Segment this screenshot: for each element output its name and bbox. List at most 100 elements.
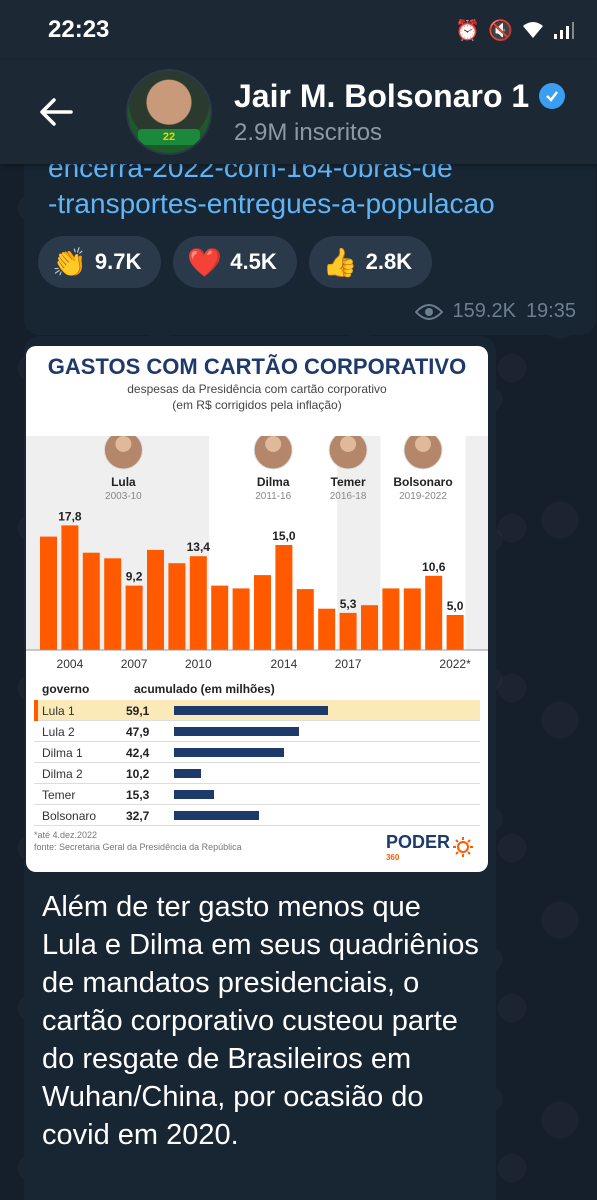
message-link-line-2[interactable]: -transportes-entregues-a-populacao bbox=[48, 188, 495, 219]
row-accumulated-value: 59,1 bbox=[126, 704, 150, 718]
reaction-clap[interactable]: 👏 9.7K bbox=[38, 236, 162, 288]
svg-text:Lula: Lula bbox=[111, 475, 136, 489]
svg-text:2011-16: 2011-16 bbox=[255, 491, 291, 502]
bar-2006 bbox=[104, 558, 122, 650]
bar-2019 bbox=[382, 588, 400, 650]
president-label-lula: Lula 2003-10 bbox=[103, 436, 143, 502]
table-row: Lula 2 47,9 bbox=[34, 721, 480, 742]
reaction-count: 4.5K bbox=[230, 249, 277, 274]
bar-2003 bbox=[40, 536, 57, 650]
bar-2018 bbox=[361, 605, 378, 650]
infographic-subtitle-1: despesas da Presidência com cartão corpo… bbox=[127, 382, 387, 396]
sun-logo-icon bbox=[453, 837, 473, 857]
thumbs-up-icon: 👍 bbox=[322, 246, 358, 278]
row-government-name: Bolsonaro bbox=[42, 809, 97, 823]
row-accumulated-value: 47,9 bbox=[126, 725, 150, 739]
footnote-date: *até 4.dez.2022 bbox=[34, 830, 98, 840]
row-bar bbox=[174, 769, 201, 778]
chat-header: 22 Jair M. Bolsonaro 1 2.9M inscritos bbox=[0, 60, 597, 164]
message-caption: Além de ter gasto menos que Lula e Dilma… bbox=[42, 891, 479, 1151]
bar-2020 bbox=[403, 588, 421, 650]
bar-2014 bbox=[275, 545, 293, 650]
bar-2007 bbox=[125, 585, 143, 650]
bar-2004 bbox=[61, 525, 79, 650]
bar-2013 bbox=[254, 575, 271, 650]
president-label-dilma: Dilma 2011-16 bbox=[253, 436, 293, 502]
bar-value-label-2010: 13,4 bbox=[187, 540, 211, 554]
bar-value-label-2007: 9,2 bbox=[126, 570, 143, 584]
svg-text:Bolsonaro: Bolsonaro bbox=[393, 475, 452, 489]
poder360-logo: PODER 360 bbox=[386, 832, 474, 862]
bar-value-label-2014: 15,0 bbox=[272, 529, 296, 543]
svg-text:2003-10: 2003-10 bbox=[105, 491, 142, 502]
back-arrow-icon bbox=[40, 98, 73, 126]
view-count: 159.2K bbox=[452, 300, 516, 322]
row-bar bbox=[174, 811, 260, 820]
reaction-heart[interactable]: ❤️ 4.5K bbox=[173, 236, 297, 288]
logo-subtext: 360 bbox=[385, 853, 400, 862]
wifi-icon bbox=[523, 22, 543, 38]
signal-icon bbox=[554, 22, 574, 39]
x-tick-label-2014: 2014 bbox=[271, 657, 298, 671]
row-bar bbox=[174, 748, 285, 757]
bar-2009 bbox=[168, 563, 186, 650]
back-button[interactable] bbox=[26, 82, 86, 142]
message-meta: 159.2K 19:35 bbox=[414, 300, 576, 323]
avatar-badge: 22 bbox=[138, 129, 200, 145]
table-row: Dilma 2 10,2 bbox=[34, 763, 480, 784]
row-bar bbox=[174, 706, 328, 715]
row-government-name: Dilma 1 bbox=[42, 746, 83, 760]
table-header-governo: governo bbox=[42, 682, 90, 696]
x-tick-label-2017: 2017 bbox=[335, 657, 362, 671]
x-tick-label-2007: 2007 bbox=[121, 657, 148, 671]
x-tick-label-2022: 2022* bbox=[439, 657, 471, 671]
logo-text: PODER bbox=[385, 832, 450, 852]
message-bubble-2: GASTOS COM CARTÃO CORPORATIVO despesas d… bbox=[24, 336, 496, 1200]
infographic-title: GASTOS COM CARTÃO CORPORATIVO bbox=[47, 354, 467, 379]
footnote-source: fonte: Secretaria Geral da Presidência d… bbox=[34, 842, 242, 852]
header-text[interactable]: Jair M. Bolsonaro 1 2.9M inscritos bbox=[234, 77, 566, 147]
infographic-subtitle-2: (em R$ corrigidos pela inflação) bbox=[172, 398, 342, 412]
infographic-image[interactable]: GASTOS COM CARTÃO CORPORATIVO despesas d… bbox=[26, 346, 488, 872]
bar-value-label-2004: 17,8 bbox=[58, 509, 82, 523]
reaction-count: 2.8K bbox=[365, 249, 413, 274]
bar-chart: Lula 2003-10 Dilma 2011-16 Temer 2016-18 Bolso… bbox=[26, 436, 488, 671]
bar-2022 bbox=[446, 615, 464, 650]
row-accumulated-value: 42,4 bbox=[126, 746, 150, 760]
svg-text:2019-2022: 2019-2022 bbox=[399, 491, 447, 502]
clap-icon: 👏 bbox=[52, 246, 87, 278]
status-time: 22:23 bbox=[48, 16, 110, 43]
row-accumulated-value: 15,3 bbox=[126, 788, 150, 802]
reaction-thumbs-up[interactable]: 👍 2.8K bbox=[308, 236, 433, 288]
x-tick-label-2004: 2004 bbox=[57, 657, 84, 671]
row-accumulated-value: 32,7 bbox=[126, 809, 150, 823]
bar-2011 bbox=[211, 585, 229, 650]
bar-value-label-2022: 5,0 bbox=[447, 599, 464, 613]
president-label-temer: Temer 2016-18 bbox=[328, 436, 368, 502]
channel-name-text: Jair M. Bolsonaro 1 bbox=[234, 77, 530, 114]
row-accumulated-value: 10,2 bbox=[126, 767, 150, 781]
channel-name: Jair M. Bolsonaro 1 bbox=[234, 77, 566, 115]
row-marker bbox=[34, 700, 38, 721]
bar-2015 bbox=[296, 589, 314, 650]
mute-icon: 🔇 bbox=[488, 19, 513, 42]
bar-2008 bbox=[147, 549, 164, 650]
reactions-row: 👏 9.7K ❤️ 4.5K 👍 2.8K bbox=[38, 236, 433, 288]
bar-2017 bbox=[339, 612, 357, 650]
svg-text:Dilma: Dilma bbox=[257, 475, 290, 489]
table-header-acumulado: acumulado (em milhões) bbox=[134, 682, 275, 696]
channel-avatar[interactable]: 22 bbox=[126, 69, 212, 155]
row-government-name: Dilma 2 bbox=[42, 767, 83, 781]
svg-text:Temer: Temer bbox=[331, 475, 366, 489]
status-icons: ⏰ 🔇 bbox=[455, 18, 575, 43]
svg-text:2016-18: 2016-18 bbox=[330, 491, 367, 502]
verified-badge-icon bbox=[539, 83, 566, 109]
table-row: Dilma 1 42,4 bbox=[34, 742, 480, 763]
status-bar: 22:23 ⏰ 🔇 bbox=[0, 0, 597, 60]
reaction-count: 9.7K bbox=[94, 249, 142, 274]
message-time: 19:35 bbox=[525, 300, 576, 322]
president-panel-dilma bbox=[209, 436, 338, 650]
alarm-icon: ⏰ bbox=[455, 19, 481, 42]
eye-icon bbox=[414, 303, 443, 320]
heart-icon: ❤️ bbox=[187, 246, 223, 278]
